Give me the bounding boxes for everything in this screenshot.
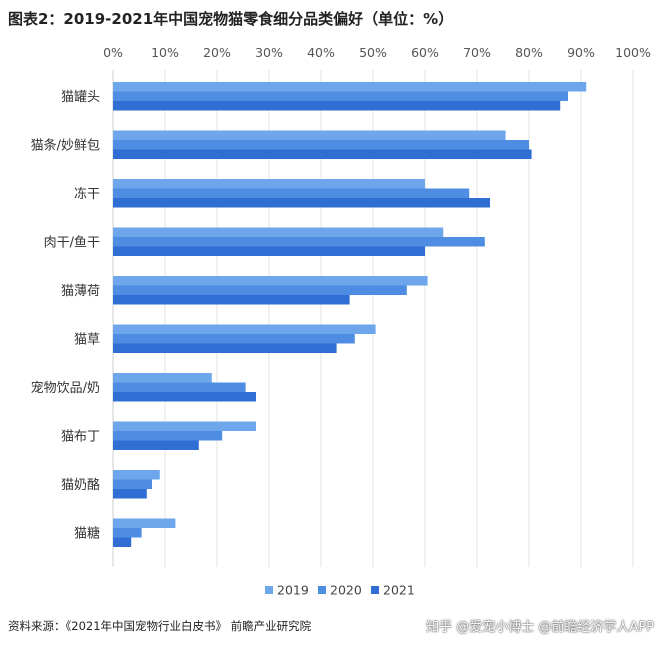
bar-2021 xyxy=(113,440,199,450)
category-label: 宠物饮品/奶 xyxy=(31,380,100,396)
x-tick-label: 0% xyxy=(103,45,123,60)
category-label: 猫薄荷 xyxy=(61,284,100,299)
bar-2020 xyxy=(113,237,485,247)
legend-label: 2019 xyxy=(277,583,309,598)
bar-2020 xyxy=(113,334,355,344)
bar-2020 xyxy=(113,91,568,101)
bar-2021 xyxy=(113,489,147,499)
bar-2020 xyxy=(113,479,152,489)
bar-2021 xyxy=(113,343,337,353)
category-label: 猫奶酪 xyxy=(61,477,100,493)
x-tick-label: 40% xyxy=(307,45,335,60)
legend-label: 2021 xyxy=(383,583,415,598)
x-tick-label: 20% xyxy=(203,45,231,60)
bar-2019 xyxy=(113,227,444,237)
bar-2019 xyxy=(113,179,425,189)
category-label: 猫糖 xyxy=(74,525,100,541)
x-tick-label: 60% xyxy=(411,45,439,60)
bar-2020 xyxy=(113,528,142,538)
bar-2019 xyxy=(113,421,256,431)
legend-swatch-2021 xyxy=(371,586,379,594)
bar-2021 xyxy=(113,246,425,256)
bar-2019 xyxy=(113,130,506,140)
bar-2021 xyxy=(113,537,132,547)
bar-2021 xyxy=(113,149,532,159)
bar-2020 xyxy=(113,382,246,392)
watermark-credit: 知乎 @爱宠小博士 @前瞻经济学人APP xyxy=(426,620,654,635)
category-label: 猫罐头 xyxy=(61,90,100,105)
category-label: 猫布丁 xyxy=(61,429,100,444)
bar-2019 xyxy=(113,82,587,92)
chart-title: 图表2：2019-2021年中国宠物猫零食细分品类偏好（单位：%） xyxy=(8,10,454,28)
x-tick-label: 30% xyxy=(255,45,283,60)
bar-2021 xyxy=(113,392,256,402)
bar-2020 xyxy=(113,285,407,295)
bar-2019 xyxy=(113,324,376,334)
legend-swatch-2020 xyxy=(318,586,326,594)
x-tick-label: 90% xyxy=(567,45,595,60)
bar-2019 xyxy=(113,470,160,480)
bar-2021 xyxy=(113,101,561,111)
source-note: 资料来源：《2021年中国宠物行业白皮书》 前瞻产业研究院 xyxy=(8,619,312,633)
bar-2020 xyxy=(113,431,223,441)
bar-2021 xyxy=(113,198,490,208)
category-label: 猫条/妙鲜包 xyxy=(31,137,100,153)
bar-2021 xyxy=(113,295,350,305)
x-tick-label: 100% xyxy=(615,45,651,60)
legend-label: 2020 xyxy=(330,583,362,598)
x-tick-label: 50% xyxy=(359,45,387,60)
bar-2019 xyxy=(113,373,212,383)
x-tick-label: 10% xyxy=(151,45,179,60)
category-label: 猫草 xyxy=(74,332,100,347)
x-tick-label: 80% xyxy=(515,45,543,60)
legend-swatch-2019 xyxy=(265,586,273,594)
category-label: 肉干/鱼干 xyxy=(44,234,100,250)
bar-2019 xyxy=(113,276,428,286)
bar-2020 xyxy=(113,188,470,198)
bar-2019 xyxy=(113,518,176,528)
category-label: 冻干 xyxy=(74,186,100,202)
bar-2020 xyxy=(113,140,529,150)
x-tick-label: 70% xyxy=(463,45,491,60)
